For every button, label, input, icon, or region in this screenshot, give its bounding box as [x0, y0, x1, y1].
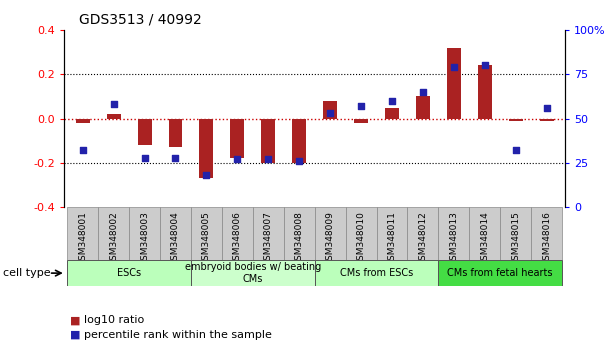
Bar	[284, 207, 315, 260]
Point	[325, 110, 335, 116]
Text: ■: ■	[70, 315, 81, 325]
Bar	[199, 119, 213, 178]
Point	[387, 98, 397, 104]
Text: GSM348004: GSM348004	[171, 211, 180, 266]
Text: GSM348012: GSM348012	[419, 211, 428, 266]
Point	[263, 156, 273, 162]
Bar	[478, 65, 492, 119]
Bar	[416, 96, 430, 119]
Bar	[315, 207, 346, 260]
Text: GSM348003: GSM348003	[140, 211, 149, 266]
Bar	[160, 207, 191, 260]
Text: CMs from fetal hearts: CMs from fetal hearts	[447, 268, 553, 278]
Bar	[346, 207, 376, 260]
Text: ■: ■	[70, 330, 81, 339]
Bar	[376, 207, 408, 260]
Text: GSM348014: GSM348014	[480, 211, 489, 266]
Point	[202, 172, 211, 178]
Text: CMs from ESCs: CMs from ESCs	[340, 268, 413, 278]
Point	[109, 102, 119, 107]
Bar	[469, 207, 500, 260]
Text: embryoid bodies w/ beating
CMs: embryoid bodies w/ beating CMs	[185, 262, 321, 284]
Bar	[509, 119, 522, 121]
Text: GSM348015: GSM348015	[511, 211, 520, 266]
Text: GSM348011: GSM348011	[387, 211, 397, 266]
Text: GSM348006: GSM348006	[233, 211, 242, 266]
Text: percentile rank within the sample: percentile rank within the sample	[84, 330, 272, 339]
Text: GSM348007: GSM348007	[264, 211, 273, 266]
Bar	[447, 48, 461, 119]
Bar	[191, 260, 315, 286]
Bar	[354, 119, 368, 123]
Bar	[262, 119, 275, 163]
Text: GSM348008: GSM348008	[295, 211, 304, 266]
Point	[170, 155, 180, 160]
Bar	[438, 207, 469, 260]
Bar	[438, 260, 562, 286]
Text: GSM348016: GSM348016	[542, 211, 551, 266]
Text: GDS3513 / 40992: GDS3513 / 40992	[79, 12, 202, 27]
Bar	[137, 119, 152, 145]
Bar	[408, 207, 438, 260]
Bar	[169, 119, 183, 147]
Bar	[191, 207, 222, 260]
Bar	[230, 119, 244, 158]
Bar	[107, 114, 120, 119]
Text: cell type: cell type	[3, 268, 51, 278]
Bar	[385, 108, 399, 119]
Point	[78, 148, 87, 153]
Bar	[76, 119, 90, 123]
Bar	[292, 119, 306, 163]
Point	[140, 155, 150, 160]
Point	[232, 156, 242, 162]
Point	[480, 63, 489, 68]
Point	[449, 64, 459, 70]
Text: GSM348010: GSM348010	[357, 211, 365, 266]
Text: GSM348002: GSM348002	[109, 211, 118, 266]
Text: GSM348005: GSM348005	[202, 211, 211, 266]
Text: ESCs: ESCs	[117, 268, 141, 278]
Point	[542, 105, 552, 111]
Text: GSM348009: GSM348009	[326, 211, 335, 266]
Text: GSM348013: GSM348013	[449, 211, 458, 266]
Text: log10 ratio: log10 ratio	[84, 315, 145, 325]
Bar	[129, 207, 160, 260]
Bar	[323, 101, 337, 119]
Bar	[222, 207, 253, 260]
Bar	[540, 119, 554, 121]
Bar	[315, 260, 438, 286]
Bar	[531, 207, 562, 260]
Bar	[98, 207, 129, 260]
Point	[418, 89, 428, 95]
Bar	[253, 207, 284, 260]
Point	[295, 158, 304, 164]
Point	[356, 103, 366, 109]
Bar	[67, 260, 191, 286]
Text: GSM348001: GSM348001	[78, 211, 87, 266]
Point	[511, 148, 521, 153]
Bar	[500, 207, 531, 260]
Bar	[67, 207, 98, 260]
